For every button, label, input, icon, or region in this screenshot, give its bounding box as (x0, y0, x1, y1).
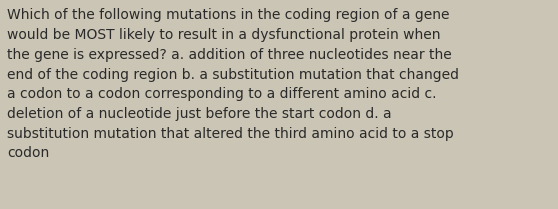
Text: Which of the following mutations in the coding region of a gene
would be MOST li: Which of the following mutations in the … (7, 8, 459, 160)
